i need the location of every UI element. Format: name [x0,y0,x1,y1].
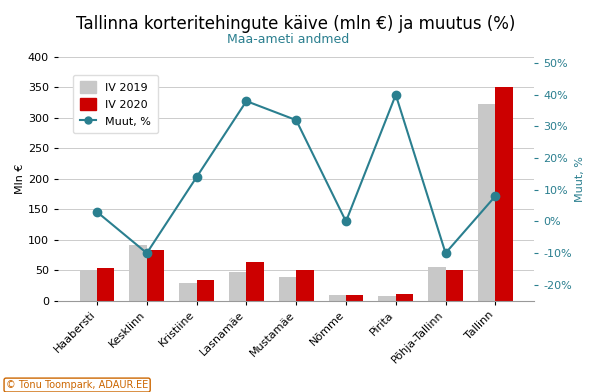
Y-axis label: Muut, %: Muut, % [575,156,585,201]
Bar [396,294,413,301]
Y-axis label: Mln €: Mln € [15,163,25,194]
Legend: IV 2019, IV 2020, Muut, %: IV 2019, IV 2020, Muut, % [73,74,158,133]
Bar [229,272,247,301]
Bar [147,250,164,301]
Bar [80,270,97,301]
Bar [428,267,446,301]
Bar [296,270,314,301]
Bar [247,262,264,301]
Bar [279,278,296,301]
Text: Maa-ameti andmed: Maa-ameti andmed [227,33,349,46]
Bar [197,281,214,301]
Bar [97,268,115,301]
Bar [346,294,364,301]
Bar [329,295,346,301]
Bar [179,283,197,301]
Bar [130,245,147,301]
Text: © Tõnu Toompark, ADAUR.EE: © Tõnu Toompark, ADAUR.EE [6,380,148,390]
Bar [496,87,513,301]
Bar [478,104,496,301]
Title: Tallinna korteritehingute käive (mln €) ja muutus (%): Tallinna korteritehingute käive (mln €) … [76,15,516,33]
Bar [379,296,396,301]
Bar [446,270,463,301]
